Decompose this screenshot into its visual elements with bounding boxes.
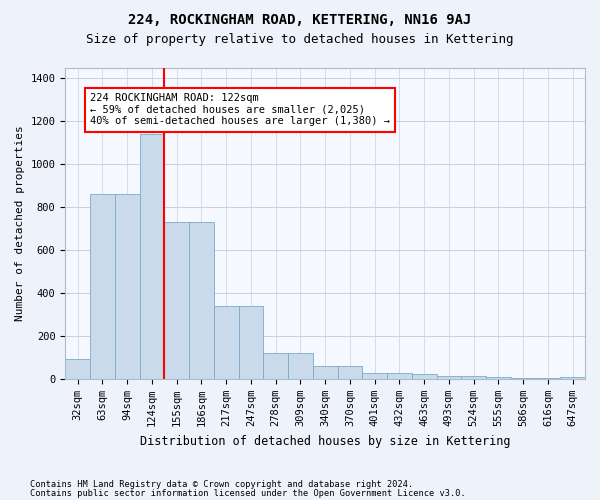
Text: Contains HM Land Registry data © Crown copyright and database right 2024.: Contains HM Land Registry data © Crown c… bbox=[30, 480, 413, 489]
Text: 224, ROCKINGHAM ROAD, KETTERING, NN16 9AJ: 224, ROCKINGHAM ROAD, KETTERING, NN16 9A… bbox=[128, 12, 472, 26]
Bar bbox=[461, 376, 486, 379]
Bar bbox=[90, 194, 115, 379]
Bar bbox=[362, 372, 387, 379]
Bar bbox=[164, 222, 189, 379]
X-axis label: Distribution of detached houses by size in Kettering: Distribution of detached houses by size … bbox=[140, 434, 511, 448]
Bar bbox=[437, 376, 461, 379]
Bar bbox=[65, 358, 90, 379]
Bar bbox=[288, 353, 313, 379]
Bar bbox=[313, 366, 338, 379]
Text: 224 ROCKINGHAM ROAD: 122sqm
← 59% of detached houses are smaller (2,025)
40% of : 224 ROCKINGHAM ROAD: 122sqm ← 59% of det… bbox=[90, 94, 390, 126]
Bar bbox=[189, 222, 214, 379]
Bar bbox=[214, 306, 239, 379]
Bar bbox=[560, 377, 585, 379]
Bar bbox=[412, 374, 437, 379]
Bar bbox=[486, 377, 511, 379]
Bar bbox=[338, 366, 362, 379]
Bar bbox=[263, 353, 288, 379]
Bar bbox=[511, 378, 536, 379]
Bar bbox=[115, 194, 140, 379]
Bar bbox=[536, 378, 560, 379]
Bar bbox=[140, 134, 164, 379]
Text: Contains public sector information licensed under the Open Government Licence v3: Contains public sector information licen… bbox=[30, 488, 466, 498]
Bar bbox=[387, 372, 412, 379]
Y-axis label: Number of detached properties: Number of detached properties bbox=[15, 126, 25, 321]
Text: Size of property relative to detached houses in Kettering: Size of property relative to detached ho… bbox=[86, 32, 514, 46]
Bar bbox=[239, 306, 263, 379]
